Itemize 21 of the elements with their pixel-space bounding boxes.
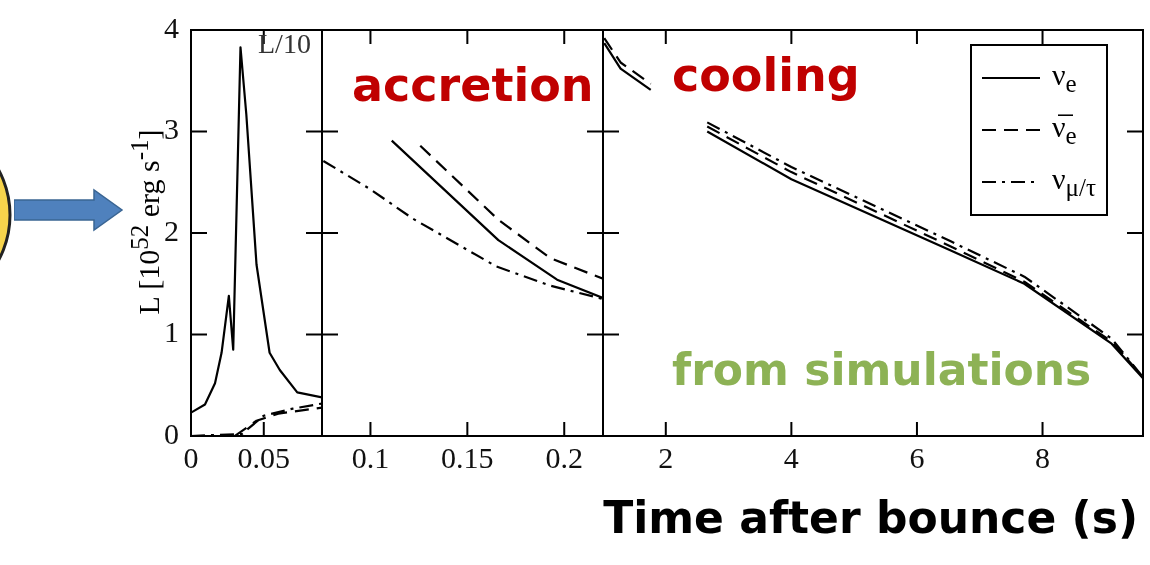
x-tick-label: 8 (1035, 440, 1051, 474)
legend-label: ν$_{μ/τ}$ (1052, 162, 1096, 202)
x-tick-label: 0.1 (351, 440, 390, 474)
annotation: from simulations (672, 344, 1092, 395)
x-tick-label: 0.15 (441, 440, 494, 474)
x-axis-title: Time after bounce (s) (603, 492, 1138, 543)
annotation: L/10 (258, 28, 311, 59)
x-tick-label: 2 (658, 440, 674, 474)
annotation: cooling (672, 48, 860, 102)
y-tick-label: 3 (164, 112, 179, 146)
y-tick-label: 0 (164, 416, 179, 450)
legend-label: ν$_{e}$ (1052, 58, 1077, 98)
x-tick-label: 0.05 (237, 440, 291, 474)
x-tick-label: 4 (783, 440, 799, 474)
annotation: accretion (352, 58, 594, 112)
legend-label: ν̅$_{e}$ (1052, 110, 1077, 150)
y-tick-label: 2 (164, 213, 179, 247)
x-tick-label: 0.2 (545, 440, 583, 474)
y-tick-label: 1 (164, 315, 179, 349)
y-tick-label: 4 (164, 10, 179, 44)
x-tick-label: 6 (909, 440, 925, 474)
